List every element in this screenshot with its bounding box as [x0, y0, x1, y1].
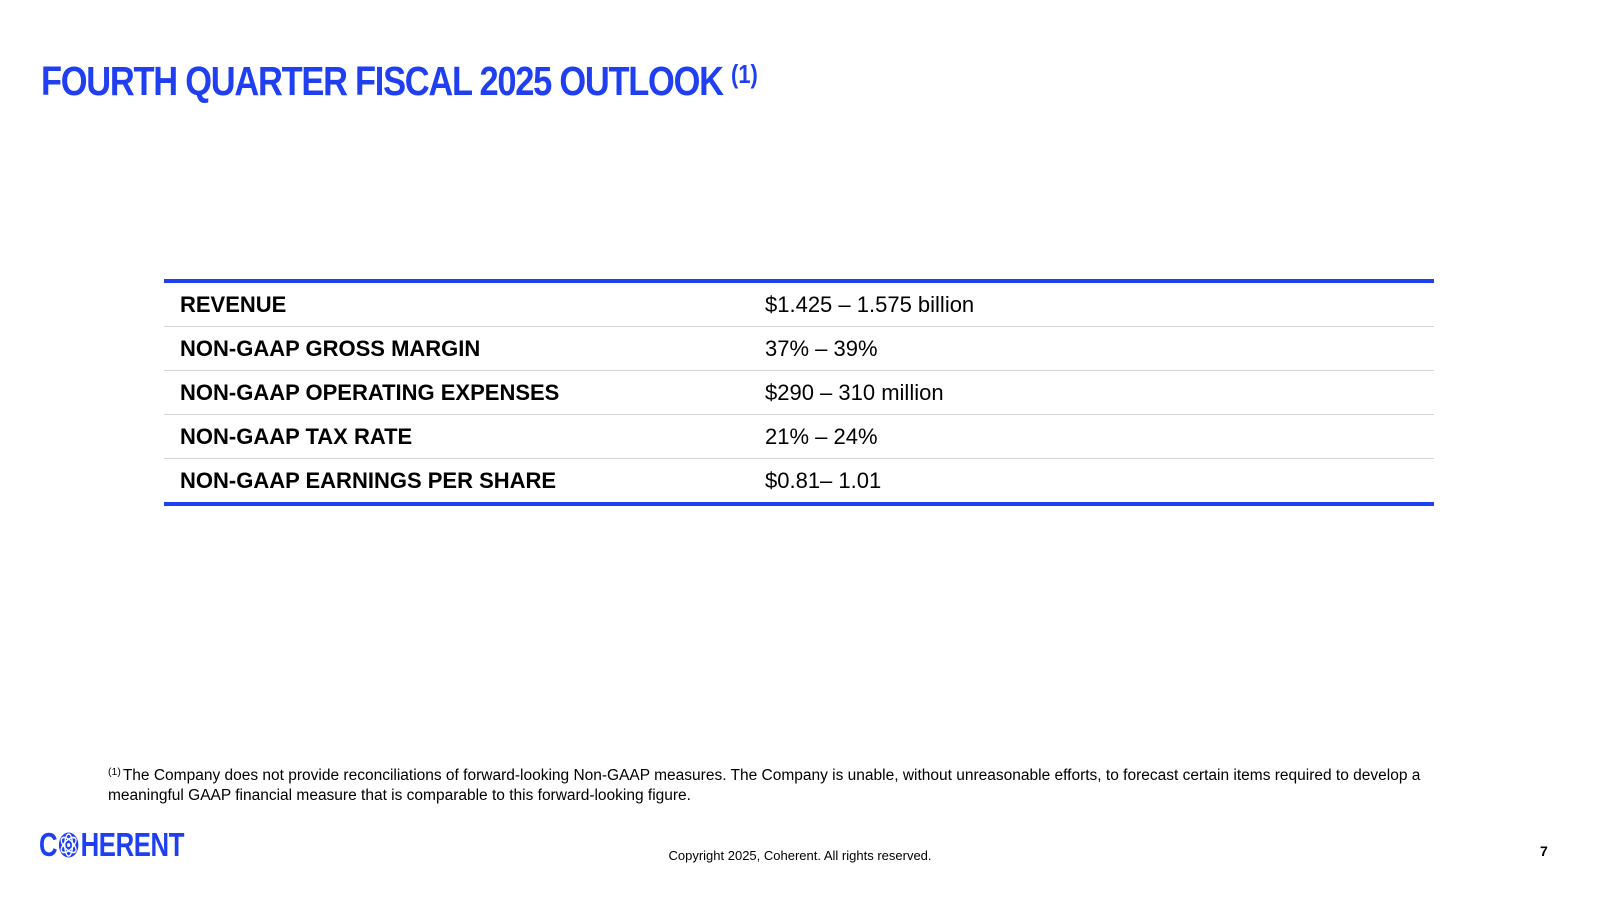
metric-label: NON-GAAP GROSS MARGIN [164, 326, 765, 371]
metric-label: NON-GAAP OPERATING EXPENSES [164, 370, 765, 415]
footnote-marker: (1) [108, 766, 121, 778]
title-footnote-marker: (1) [731, 59, 758, 89]
page-title: FOURTH QUARTER FISCAL 2025 OUTLOOK (1) [41, 56, 758, 106]
table-row: REVENUE $1.425 – 1.575 billion [164, 281, 1434, 327]
metric-value: 37% – 39% [765, 326, 1434, 371]
globe-icon [59, 832, 79, 858]
table-row: NON-GAAP OPERATING EXPENSES $290 – 310 m… [164, 370, 1434, 415]
table-row: NON-GAAP TAX RATE 21% – 24% [164, 414, 1434, 459]
title-text: FOURTH QUARTER FISCAL 2025 OUTLOOK [41, 58, 724, 104]
metric-label: REVENUE [164, 281, 765, 327]
company-logo: C HERENT [39, 828, 225, 862]
logo-letters-herent: HERENT [80, 826, 185, 863]
metric-label: NON-GAAP EARNINGS PER SHARE [180, 467, 557, 493]
metric-value: $0.81– 1.01 [765, 467, 882, 493]
outlook-table: REVENUE $1.425 – 1.575 billion NON-GAAP … [164, 279, 1434, 506]
metric-value: $1.425 – 1.575 billion [765, 281, 1434, 327]
logo-letter-c: C [39, 826, 58, 863]
copyright-text: Copyright 2025, Coherent. All rights res… [668, 848, 932, 863]
metric-label: NON-GAAP TAX RATE [164, 414, 765, 459]
table-row: NON-GAAP EARNINGS PER SHARE $0.81– 1.01 [164, 459, 1434, 505]
page-number: 7 [1540, 843, 1548, 859]
footnote: (1) The Company does not provide reconcil… [108, 766, 1448, 806]
logo-wordmark: C HERENT [39, 828, 184, 862]
footnote-text: The Company does not provide reconciliat… [108, 767, 1421, 804]
metric-value: 21% – 24% [765, 414, 1434, 459]
table-row: NON-GAAP GROSS MARGIN 37% – 39% [164, 326, 1434, 371]
metric-value: $290 – 310 million [765, 370, 1434, 415]
